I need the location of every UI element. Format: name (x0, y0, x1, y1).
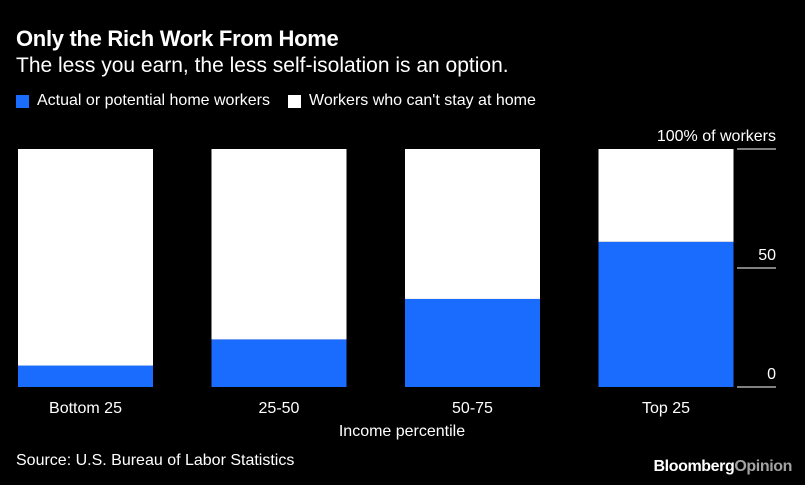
chart-subtitle: The less you earn, the less self-isolati… (16, 54, 509, 77)
legend-item-cant-stay-home: Workers who can't stay at home (288, 92, 536, 110)
legend-swatch-home-workers (16, 94, 29, 108)
bar-50-75-series-1 (405, 149, 540, 299)
x-tick-label-25-50: 25-50 (259, 400, 300, 417)
legend-label-home-workers: Actual or potential home workers (37, 92, 270, 109)
legend-swatch-cant-stay-home (288, 94, 301, 108)
bar-25-50-series-1 (211, 149, 347, 340)
brand-section: Opinion (734, 458, 792, 475)
bar-bottom-25-series-1 (18, 149, 153, 366)
legend-item-home-workers: Actual or potential home workers (16, 92, 270, 110)
brand-name: Bloomberg (653, 458, 735, 475)
y-tick-label-50: 50 (758, 247, 776, 264)
bar-50-75-series-0 (405, 298, 540, 387)
legend: Actual or potential home workers Workers… (16, 92, 554, 110)
brand-logo: BloombergOpinion (654, 458, 793, 476)
x-tick-label-bottom-25: Bottom 25 (49, 400, 122, 417)
x-tick-label-top-25: Top 25 (642, 400, 690, 417)
y-tick-label-100: 100% of workers (657, 128, 776, 145)
bar-25-50-series-0 (211, 339, 347, 387)
legend-label-cant-stay-home: Workers who can't stay at home (309, 92, 536, 109)
bar-top-25-series-1 (598, 149, 734, 242)
source-note: Source: U.S. Bureau of Labor Statistics (16, 452, 295, 469)
y-tick-label-0: 0 (767, 366, 776, 383)
chart-title: Only the Rich Work From Home (16, 26, 339, 51)
bar-top-25-series-0 (598, 241, 734, 387)
x-tick-label-50-75: 50-75 (452, 400, 493, 417)
bar-bottom-25-series-0 (18, 365, 153, 387)
x-axis-label: Income percentile (339, 423, 465, 440)
